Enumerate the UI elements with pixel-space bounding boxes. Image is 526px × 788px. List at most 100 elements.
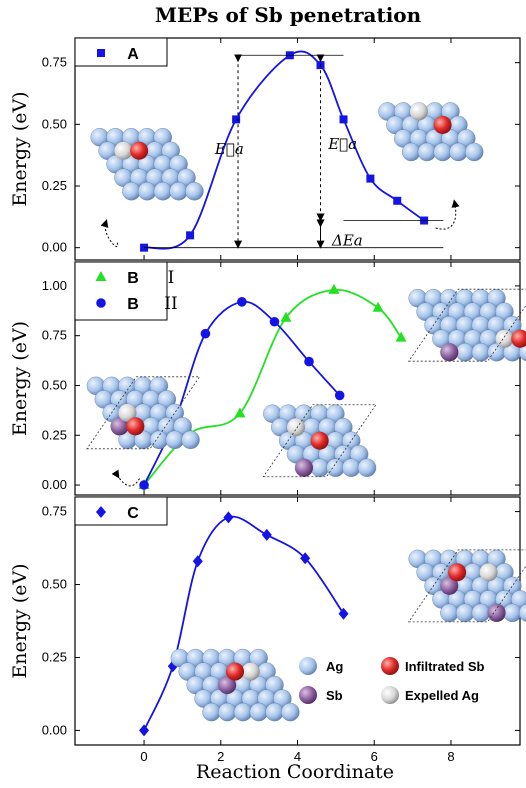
sb-atom <box>440 576 459 595</box>
data-point-B-0 <box>372 301 384 312</box>
expelled-ag-atom <box>409 102 428 121</box>
sb-atom <box>440 343 459 362</box>
ag-atom <box>440 603 459 623</box>
expelled-ag-atom <box>495 329 514 348</box>
ag-atom <box>233 702 253 722</box>
y-tick-label: 1.00 <box>42 278 67 293</box>
legend-box <box>74 261 168 321</box>
data-point-B-0 <box>280 311 292 322</box>
y-tick-label: 0.00 <box>42 722 67 737</box>
structure-initial-A <box>90 128 204 201</box>
pointer-arrow <box>100 219 119 248</box>
ag-atom <box>518 343 526 362</box>
ag-atom <box>518 603 526 622</box>
y-tick-label: 0.50 <box>42 377 67 392</box>
y-tick-label: 0.00 <box>42 240 67 255</box>
x-tick-label: 2 <box>217 749 224 764</box>
ag-atom <box>310 458 329 477</box>
structure-initial-B <box>86 376 201 450</box>
data-point-A-0 <box>232 115 241 124</box>
key-infiltrated-label: Infiltrated Sb <box>405 659 485 674</box>
infiltrated-sb-atom <box>130 141 149 160</box>
ag-atom <box>464 142 484 162</box>
sb-atom <box>295 458 314 477</box>
structure-B-II <box>262 404 377 478</box>
expelled-ag-atom <box>114 141 133 160</box>
data-point-B-1 <box>237 297 247 307</box>
ag-atom <box>181 430 200 450</box>
ag-atom <box>401 142 421 162</box>
ag-atom <box>342 458 361 477</box>
legend-marker <box>96 298 106 308</box>
pointer-arrow <box>111 469 141 487</box>
ag-atom <box>218 702 237 722</box>
infiltrated-sb-atom <box>226 662 245 681</box>
legend-roman-label: I <box>168 268 175 288</box>
data-point-C-0 <box>300 552 311 565</box>
expelled-ag-atom <box>479 563 498 582</box>
expelled-ag-atom <box>118 403 137 422</box>
data-point-B-0 <box>328 283 340 294</box>
x-tick-label: 8 <box>447 749 454 764</box>
legend-label: B <box>127 296 139 313</box>
y-tick-label: 0.25 <box>42 427 67 442</box>
legend-label: B <box>127 270 139 287</box>
ag-atom <box>449 142 468 162</box>
legend-marker <box>97 49 105 57</box>
ag-atom <box>185 182 204 201</box>
sb-atom <box>487 603 506 622</box>
x-tick-label: 6 <box>371 749 378 764</box>
y-tick-label: 0.25 <box>42 178 67 193</box>
ag-atom <box>265 702 284 722</box>
y-tick-label: 0.75 <box>42 328 67 343</box>
delta-energy-label: ΔEa <box>331 232 363 250</box>
ag-atom <box>455 603 475 623</box>
data-point-A-0 <box>366 174 375 183</box>
data-point-B-1 <box>334 390 345 401</box>
y-tick-label: 0.00 <box>42 477 67 492</box>
y-tick-label: 0.50 <box>42 577 67 592</box>
ag-atom <box>122 182 141 201</box>
key-ag-swatch <box>299 657 317 675</box>
ag-atom <box>357 458 377 477</box>
series-line-A-0 <box>143 50 425 250</box>
data-point-C-0 <box>223 511 234 524</box>
y-tick-label: 0.75 <box>42 55 67 70</box>
ag-atom <box>503 603 522 623</box>
key-expelled-label: Expelled Ag <box>405 688 479 703</box>
data-point-A-0 <box>339 115 348 124</box>
cell-outline <box>407 549 526 623</box>
panels: 0.00 0.25 0.50 0.75 Energy (eV) A E⃗a E⃖a ΔEa 0.0… <box>9 37 526 764</box>
ag-atom <box>249 702 268 722</box>
y-tick-label: 0.75 <box>42 504 67 519</box>
expelled-ag-atom <box>241 662 260 681</box>
expelled-ag-atom <box>287 418 306 437</box>
data-point-B-0 <box>234 407 246 418</box>
ag-atom <box>149 430 169 450</box>
data-point-A-0 <box>186 231 195 240</box>
key-sb-swatch <box>299 686 317 704</box>
structure-initial-C <box>170 648 300 722</box>
cell-outline <box>407 288 526 362</box>
ag-atom <box>455 343 475 362</box>
key-expelled-swatch <box>381 686 399 704</box>
data-point-B-1 <box>200 328 211 339</box>
infiltrated-sb-atom <box>433 115 452 134</box>
y-axis-label: Energy (eV) <box>9 563 31 678</box>
legend-box <box>74 37 168 67</box>
infiltrated-sb-atom <box>310 431 329 450</box>
ag-atom <box>153 182 173 201</box>
ag-atom <box>137 182 157 201</box>
y-axis-label: Energy (eV) <box>9 91 31 206</box>
infiltrated-sb-atom <box>448 563 467 582</box>
data-point-B-1 <box>304 356 314 367</box>
y-tick-label: 0.25 <box>42 649 67 664</box>
legend-label: A <box>127 46 139 63</box>
data-point-B-1 <box>139 480 149 490</box>
legend-label: C <box>127 505 139 522</box>
data-point-C-0 <box>192 555 203 568</box>
ag-atom <box>169 182 188 201</box>
legend-box <box>74 496 168 526</box>
key-infiltrated-swatch <box>381 657 399 675</box>
